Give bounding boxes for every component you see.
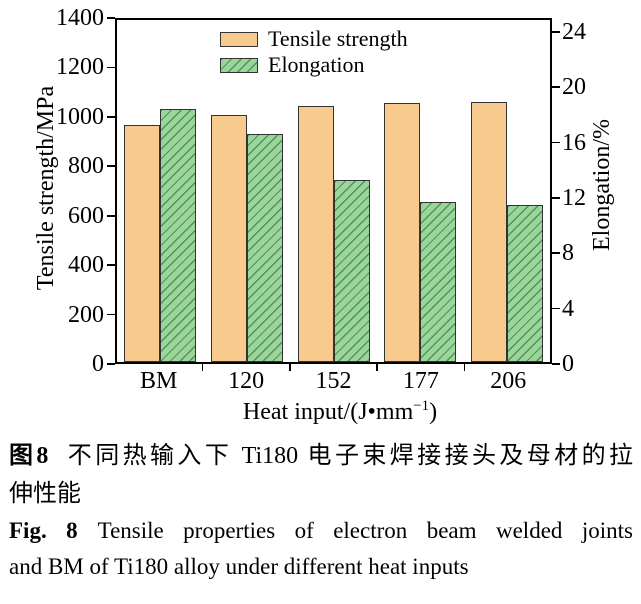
- caption-en-text: Tensile properties of electron beam weld…: [97, 518, 633, 543]
- legend-item-elongation: Elongation: [220, 54, 408, 76]
- bar-tensile-strength-152: [297, 105, 334, 362]
- legend-swatch-tensile-strength: [220, 31, 258, 47]
- legend-item-tensile-strength: Tensile strength: [220, 28, 408, 50]
- x-axis-title: Heat input/(J•mm−1): [115, 393, 565, 425]
- legend-swatch-elongation: [220, 57, 258, 73]
- right-axis-tick-label: 20: [562, 74, 586, 101]
- left-axis-tick-label: 1200: [56, 54, 104, 81]
- x-axis-category-label: 177: [402, 368, 439, 394]
- left-axis-tick: [107, 17, 115, 19]
- right-axis-tick: [552, 31, 560, 33]
- x-axis-boundary-tick: [289, 364, 291, 371]
- left-axis-tick-label: 800: [68, 153, 104, 180]
- x-axis-category-label: 152: [315, 368, 352, 394]
- left-axis-tick-label: 1000: [56, 103, 104, 130]
- left-axis-tick-label: 200: [68, 301, 104, 328]
- bar-tensile-strength-120: [210, 115, 247, 362]
- right-axis-tick-label: 12: [562, 184, 586, 211]
- caption-cn-line1: 图8 不同热输入下 Ti180 电子束焊接接头及母材的拉: [9, 437, 633, 475]
- bar-elongation-152: [333, 180, 370, 362]
- chart: Tensile strength/MPa Elongation/% Tensil…: [33, 5, 615, 425]
- bar-tensile-strength-bm: [124, 125, 161, 362]
- bar-elongation-177: [420, 201, 457, 362]
- right-axis-tick: [552, 86, 560, 88]
- bar-tensile-strength-177: [384, 102, 421, 362]
- x-axis-boundary-tick: [376, 364, 378, 371]
- caption-en-line2: and BM of Ti180 alloy under different he…: [9, 554, 469, 579]
- left-axis-tick-label: 1400: [56, 5, 104, 31]
- left-axis-tick-label: 400: [68, 252, 104, 279]
- x-axis-title-text: Heat input/(J•mm: [242, 399, 414, 425]
- right-axis-tick-label: 4: [562, 295, 574, 322]
- bar-elongation-bm: [160, 108, 197, 362]
- legend-label-elongation: Elongation: [268, 52, 365, 77]
- right-axis-tick-label: 16: [562, 129, 586, 156]
- right-axis-tick-label: 8: [562, 240, 574, 267]
- bar-tensile-strength-206: [470, 101, 507, 362]
- x-axis-category-label: 120: [228, 368, 265, 394]
- left-axis-tick: [107, 66, 115, 69]
- right-axis-tick: [552, 197, 560, 199]
- x-axis-category-label: 206: [490, 368, 527, 394]
- right-axis-tick-label: 24: [562, 18, 586, 45]
- caption-en-line1: Fig. 8 Tensile properties of electron bea…: [9, 513, 633, 549]
- x-axis-title-superscript: −1: [413, 398, 430, 414]
- x-axis-title-close: ): [429, 399, 438, 425]
- bar-elongation-206: [506, 204, 543, 362]
- right-axis-tick-label: 0: [562, 351, 574, 377]
- right-axis-title: Elongation/%: [589, 119, 615, 251]
- right-axis-tick: [552, 252, 560, 255]
- left-axis-tick: [107, 264, 115, 266]
- legend-label-tensile-strength: Tensile strength: [268, 26, 408, 51]
- left-axis-tick: [107, 363, 115, 365]
- left-axis-tick-label: 0: [92, 351, 104, 377]
- right-axis-tick: [552, 307, 560, 310]
- legend: Tensile strength Elongation: [220, 28, 408, 76]
- left-axis-tick: [107, 116, 115, 118]
- caption-cn-number: 图8: [9, 443, 49, 469]
- left-axis-tick: [107, 313, 115, 316]
- plot-area: Tensile strength Elongation: [115, 18, 552, 364]
- x-axis-category-label: BM: [140, 368, 178, 394]
- right-axis-tick: [552, 141, 560, 144]
- caption-cn-line2: 伸性能: [9, 481, 81, 507]
- right-axis-tick: [552, 363, 560, 365]
- left-axis-tick: [107, 165, 115, 168]
- x-axis-boundary-tick: [201, 364, 204, 371]
- x-axis-boundary-tick: [463, 364, 466, 371]
- captions: 图8 不同热输入下 Ti180 电子束焊接接头及母材的拉 伸性能 Fig. 8 Te…: [9, 437, 633, 585]
- left-axis-tick-label: 600: [68, 202, 104, 229]
- bar-elongation-120: [246, 133, 283, 362]
- left-axis-tick: [107, 214, 115, 217]
- caption-cn-text: 不同热输入下 Ti180 电子束焊接接头及母材的拉: [64, 443, 633, 469]
- caption-en-number: Fig. 8: [9, 518, 78, 543]
